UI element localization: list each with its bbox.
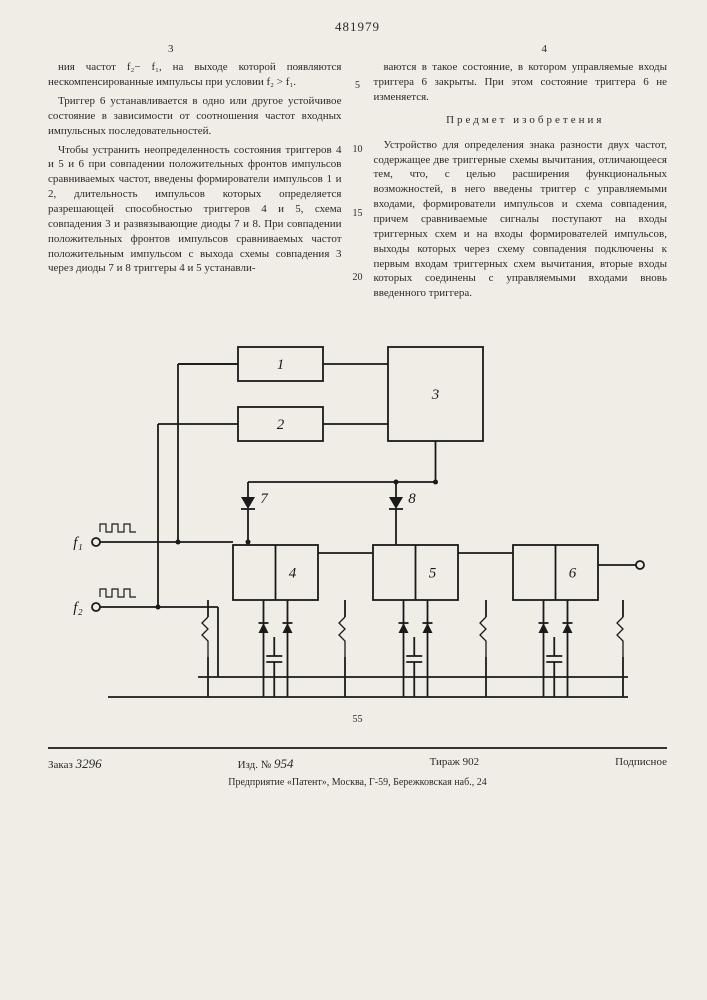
claims-heading: Предмет изобретения [374,113,668,128]
svg-text:4: 4 [289,566,297,582]
ln10: 10 [348,142,368,158]
ln15: 15 [348,206,368,222]
circuit-diagram: 1 2 3 4 5 6 7 8 f₁ f₂ [48,317,667,727]
patent-number: 481979 [48,18,667,36]
col-num-right: 4 [542,42,548,57]
left-p1: ния частот f₂− f₁, на выходе которой поя… [48,60,342,90]
left-p2: Триггер 6 устанавливается в одно или дру… [48,94,342,139]
footer-izd: Изд. № 954 [238,755,294,773]
left-column: ния частот f₂− f₁, на выходе которой поя… [48,60,342,305]
svg-text:7: 7 [260,491,269,507]
ln20: 20 [348,270,368,286]
ln5: 5 [348,78,368,94]
footer-sign: Подписное [615,755,667,773]
svg-text:6: 6 [569,566,577,582]
right-column: ваются в такое состояние, в котором упра… [374,60,668,305]
footer-imprint: Предприятие «Патент», Москва, Г-59, Бере… [48,776,667,790]
right-p2: Устройство для определения знака разност… [374,138,668,301]
patent-page: 481979 3 4 ния частот f₂− f₁, на выходе … [0,0,707,1000]
text-columns: ния частот f₂− f₁, на выходе которой поя… [48,60,667,305]
footer-tirazh: Тираж 902 [430,755,480,773]
column-numbers: 3 4 [48,42,667,57]
svg-text:f₁: f₁ [73,535,82,551]
footer-order: Заказ 3296 [48,755,102,773]
svg-text:8: 8 [408,491,416,507]
svg-text:1: 1 [277,357,285,373]
svg-text:2: 2 [277,417,285,433]
svg-text:3: 3 [431,387,440,403]
svg-text:f₂: f₂ [73,600,82,616]
circuit-svg: 1 2 3 4 5 6 7 8 f₁ f₂ [48,317,668,727]
left-p3: Чтобы устранить неопределенность состоян… [48,143,342,277]
right-p1: ваются в такое состояние, в котором упра… [374,60,668,105]
footer: Заказ 3296 Изд. № 954 Тираж 902 Подписно… [48,747,667,790]
line-numbers: 5 10 15 20 [348,60,368,305]
col-num-left: 3 [168,42,174,57]
svg-text:5: 5 [429,566,437,582]
